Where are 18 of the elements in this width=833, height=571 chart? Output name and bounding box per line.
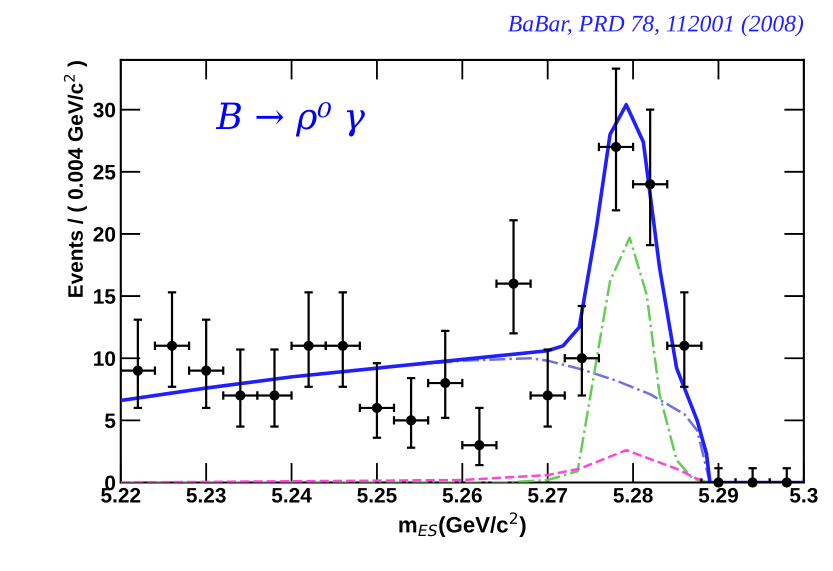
x-tick-label: 5.27 <box>528 488 568 503</box>
x-tick-label: 5.24 <box>272 488 312 503</box>
y-tick-label: 10 <box>94 351 116 366</box>
y-tick-label: 25 <box>93 164 116 180</box>
y-tick-label: 15 <box>94 289 116 304</box>
x-tick-label: 5.26 <box>442 488 482 503</box>
y-tick-label: 5 <box>104 414 116 428</box>
x-tick-label: 5.28 <box>613 488 653 503</box>
x-axis-title: m$_{ES}$(GeV/c$^{2}$) <box>399 512 526 537</box>
y-axis-title: Events / ( 0.004 GeV/c$^{2}$ ) <box>64 61 87 297</box>
y-tick-label: 30 <box>93 102 116 118</box>
annotation: B → ρ⁰ γ <box>216 102 365 137</box>
text: BaBar, PRD 78, 112001 (2008) <box>508 14 804 36</box>
x-tick-label: 5.3 <box>790 488 818 503</box>
y-tick-label: 20 <box>93 226 116 242</box>
x-tick-label: 5.23 <box>186 488 226 503</box>
x-tick-label: 5.29 <box>698 488 738 503</box>
x-tick-label: 5.25 <box>357 488 397 503</box>
